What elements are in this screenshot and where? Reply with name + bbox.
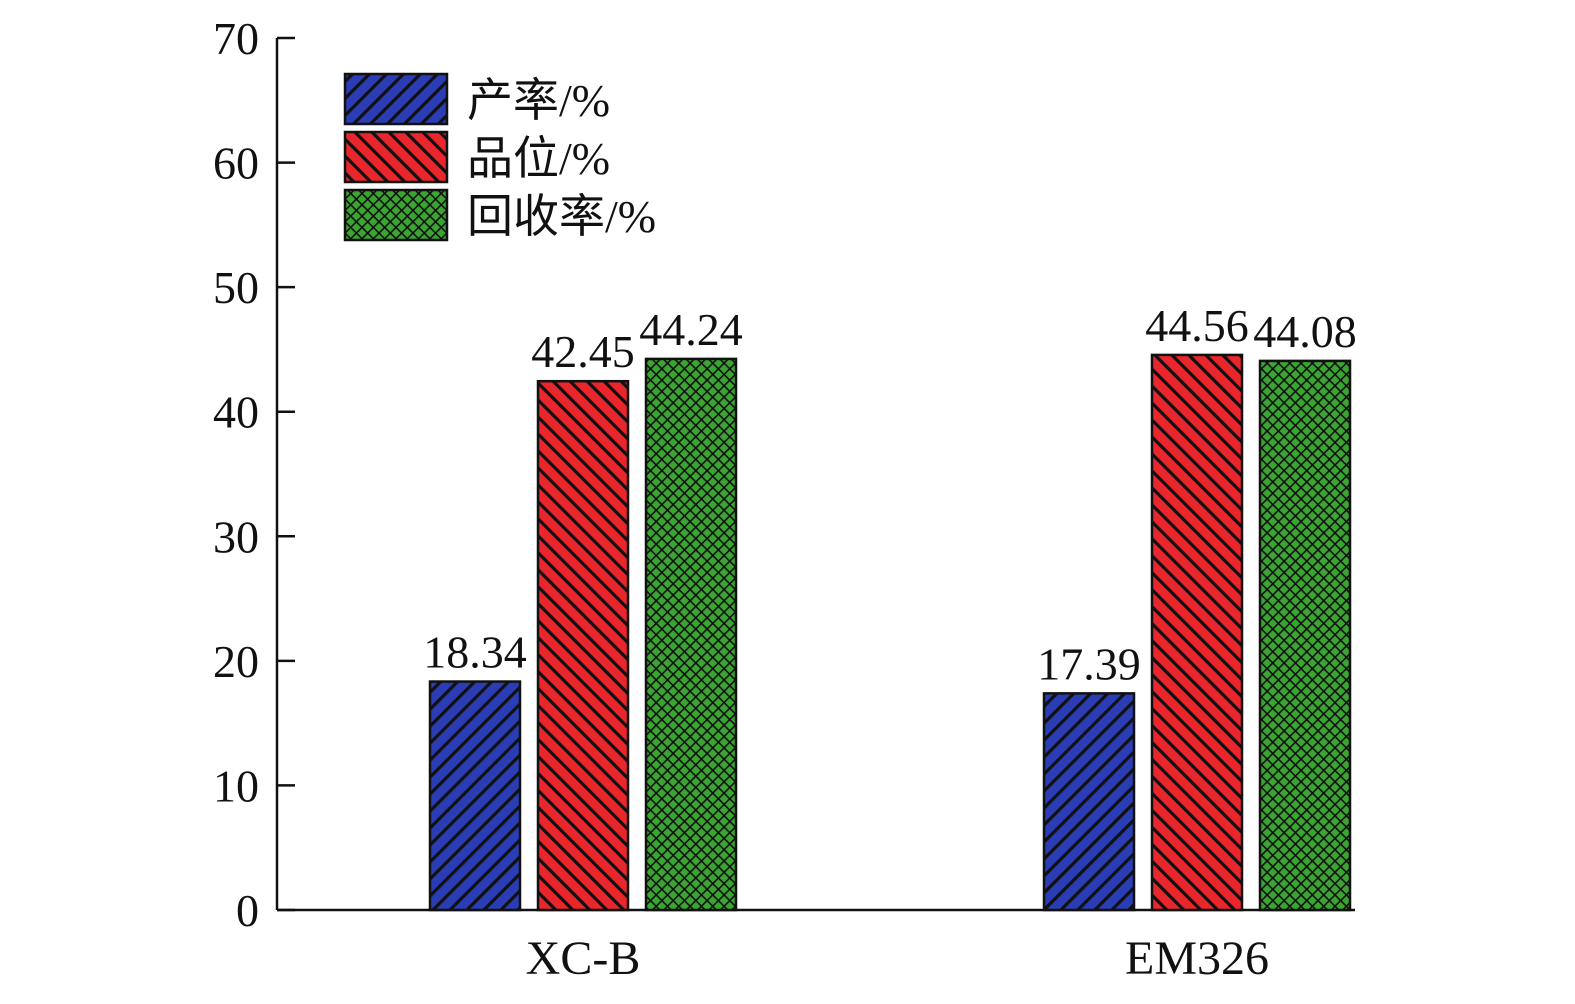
bar-1-1 (1150, 353, 1244, 912)
legend-label-0: 产率/% (467, 75, 610, 126)
y-axis: 0 10 20 30 40 50 60 70 (213, 13, 295, 936)
data-label: 44.56 (1145, 300, 1249, 351)
bar-0-1 (1042, 692, 1136, 912)
y-tick-label: 60 (213, 138, 259, 189)
data-label: 44.08 (1253, 306, 1357, 357)
data-label: 44.24 (639, 304, 743, 355)
bar-2-0 (644, 357, 738, 912)
x-category-label: XC-B (526, 932, 641, 985)
y-tick-label: 50 (213, 262, 259, 313)
legend-swatch-2 (343, 188, 449, 242)
x-ticks: XC-B EM326 (526, 892, 1269, 985)
legend-swatch-0 (343, 72, 449, 126)
bar-1-0 (536, 379, 630, 912)
bar-0-0 (428, 680, 522, 912)
y-tick-label: 0 (236, 885, 259, 936)
data-label: 17.39 (1037, 638, 1141, 689)
data-label: 18.34 (423, 627, 527, 678)
legend: 产率/% 品位/% 回收率/% (343, 72, 656, 242)
legend-swatch-1 (343, 130, 449, 184)
y-tick-label: 30 (213, 511, 259, 562)
y-tick-label: 40 (213, 387, 259, 438)
data-label: 42.45 (531, 326, 635, 377)
y-tick-label: 70 (213, 13, 259, 64)
y-tick-label: 10 (213, 760, 259, 811)
y-tick-label: 20 (213, 636, 259, 687)
legend-label-1: 品位/% (467, 133, 610, 184)
x-category-label: EM326 (1125, 932, 1269, 985)
legend-label-2: 回收率/% (467, 191, 656, 242)
y-ticks: 0 10 20 30 40 50 60 70 (213, 13, 295, 936)
bars (428, 353, 1352, 912)
bar-2-1 (1258, 359, 1352, 912)
data-labels: 18.34 42.45 44.24 17.39 44.56 44.08 (423, 300, 1357, 689)
